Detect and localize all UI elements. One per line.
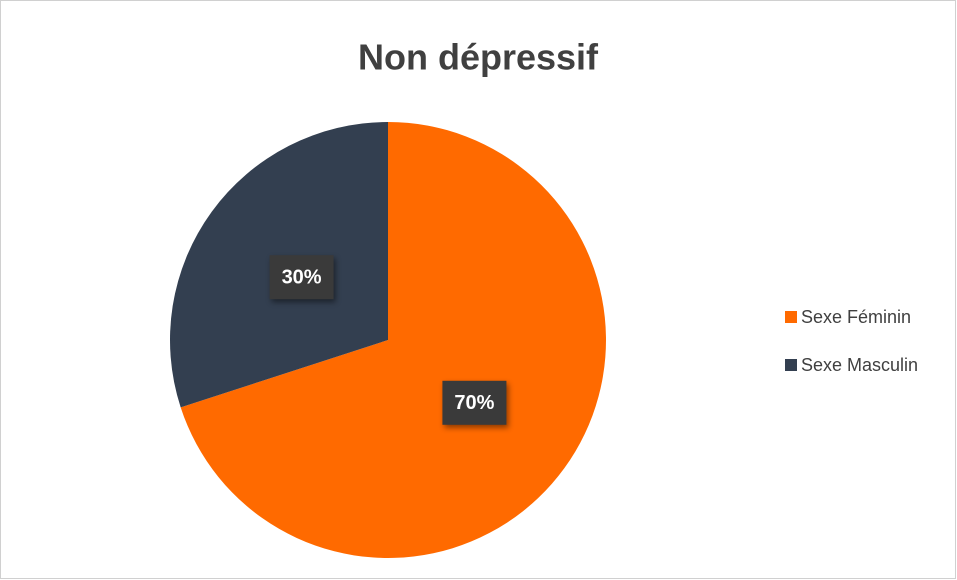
legend-swatch xyxy=(785,359,797,371)
legend-swatch xyxy=(785,311,797,323)
legend-label: Sexe Féminin xyxy=(801,307,911,327)
data-label-box xyxy=(442,380,507,425)
chart-title: Non dépressif xyxy=(358,37,599,78)
data-label: 70% xyxy=(454,392,494,414)
data-label: 30% xyxy=(282,266,322,288)
data-label-box xyxy=(269,255,334,300)
legend-label: Sexe Masculin xyxy=(801,355,918,375)
pie-slice xyxy=(180,122,606,558)
